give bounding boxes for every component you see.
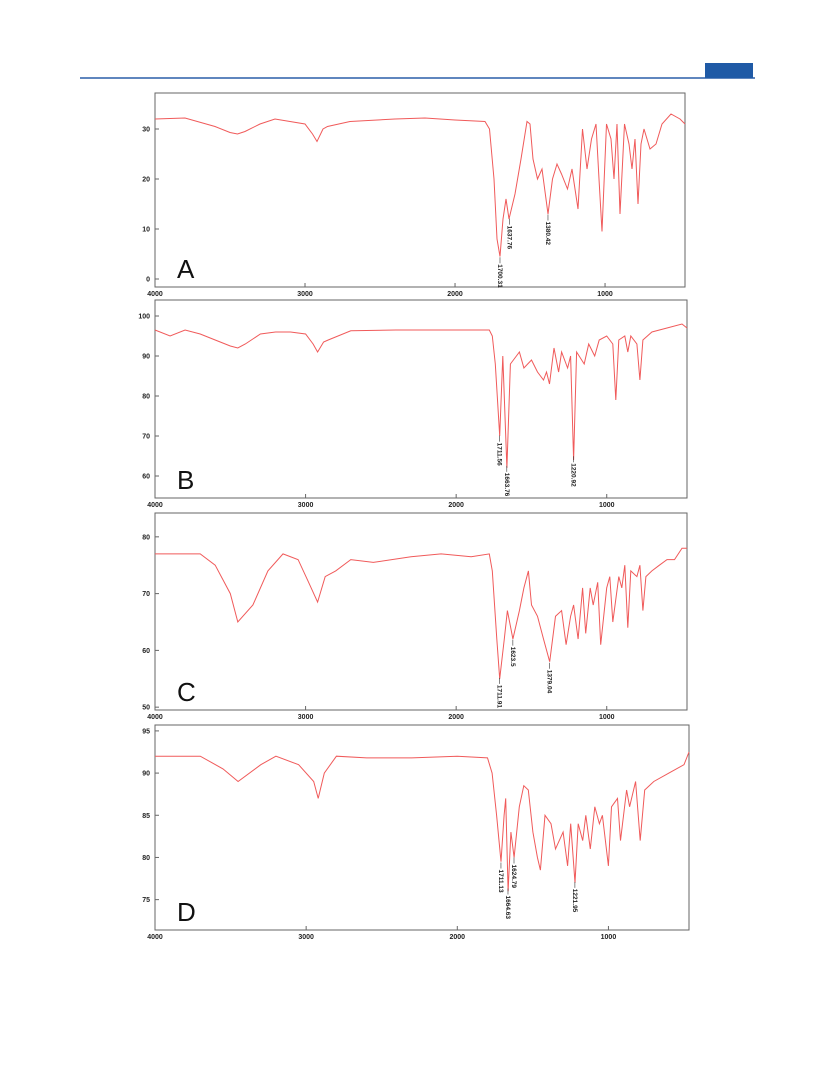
header-tab xyxy=(705,63,753,78)
y-tick-label: 20 xyxy=(142,177,150,184)
spectrum-line xyxy=(154,113,686,257)
x-tick-label: 3000 xyxy=(297,291,313,298)
y-tick-label: 85 xyxy=(142,813,150,820)
panel-label: A xyxy=(177,254,195,284)
peak-label: 1637.76 xyxy=(505,226,512,250)
y-tick-label: 70 xyxy=(142,591,150,598)
plot-frame xyxy=(154,299,688,499)
y-tick-label: 90 xyxy=(142,771,150,778)
y-tick-label: 30 xyxy=(142,127,150,134)
x-tick-label: 4000 xyxy=(147,934,163,941)
y-tick-label: 50 xyxy=(142,705,150,712)
x-tick-label: 4000 xyxy=(147,502,163,509)
peak-label: 1664.63 xyxy=(504,896,511,920)
y-tick-label: 90 xyxy=(142,354,150,361)
y-tick-label: 80 xyxy=(142,534,150,541)
panel-label: D xyxy=(177,897,196,927)
y-tick-label: 80 xyxy=(142,394,150,401)
y-tick-label: 75 xyxy=(142,897,150,904)
x-tick-label: 2000 xyxy=(448,714,464,721)
peak-label: 1220.92 xyxy=(570,463,577,487)
x-tick-label: 3000 xyxy=(298,502,314,509)
spectrum-line xyxy=(155,547,687,679)
spectrum-chart: 0 10 20 30 4000 3000 2000 1000 1700.31 1637.76 138… xyxy=(142,92,686,298)
x-tick-label: 1000 xyxy=(599,502,615,509)
x-tick-label: 1000 xyxy=(601,934,617,941)
spectrum-chart: 75 80 85 90 95 4000 3000 2000 1000 1711.131664.63… xyxy=(142,724,690,941)
x-tick-label: 1000 xyxy=(599,714,615,721)
peak-label: 1700.31 xyxy=(496,264,503,288)
spectrum-chart: 60 70 80 90 100 4000 3000 2000 1000 1711.561663.7… xyxy=(138,299,688,509)
x-tick-label: 4000 xyxy=(147,714,163,721)
peak-label: 1221.95 xyxy=(571,889,578,913)
x-tick-label: 3000 xyxy=(298,714,314,721)
x-tick-label: 2000 xyxy=(448,502,464,509)
x-tick-label: 1000 xyxy=(597,291,613,298)
plot-frame xyxy=(154,92,686,288)
x-tick-label: 2000 xyxy=(450,934,466,941)
x-tick-label: 4000 xyxy=(147,291,163,298)
peak-label: 1711.13 xyxy=(497,870,504,894)
y-tick-label: 0 xyxy=(146,277,150,284)
peak-label: 1711.56 xyxy=(496,443,503,467)
panel-label: B xyxy=(177,465,194,495)
y-tick-label: 60 xyxy=(142,648,150,655)
peak-label: 1623.5 xyxy=(509,647,516,667)
plot-frame xyxy=(154,724,690,931)
y-tick-label: 10 xyxy=(142,227,150,234)
x-tick-label: 3000 xyxy=(298,934,314,941)
y-tick-label: 70 xyxy=(142,434,150,441)
peak-label: 1624.79 xyxy=(510,865,517,889)
peak-label: 1379.04 xyxy=(546,670,553,694)
peak-label: 1711.91 xyxy=(496,685,503,709)
peak-label: 1663.76 xyxy=(503,473,510,497)
y-tick-label: 95 xyxy=(142,728,150,735)
spectrum-line xyxy=(155,751,690,892)
peak-label: 1380.42 xyxy=(544,222,551,246)
y-tick-label: 100 xyxy=(138,314,150,321)
panel-label: C xyxy=(177,677,196,707)
plot-frame xyxy=(154,512,688,711)
y-tick-label: 60 xyxy=(142,474,150,481)
y-tick-label: 80 xyxy=(142,855,150,862)
spectrum-line xyxy=(154,323,688,469)
spectrum-chart: 50 60 70 80 4000 3000 2000 1000 1711.91 1623.5 137… xyxy=(142,512,688,721)
x-tick-label: 2000 xyxy=(447,291,463,298)
